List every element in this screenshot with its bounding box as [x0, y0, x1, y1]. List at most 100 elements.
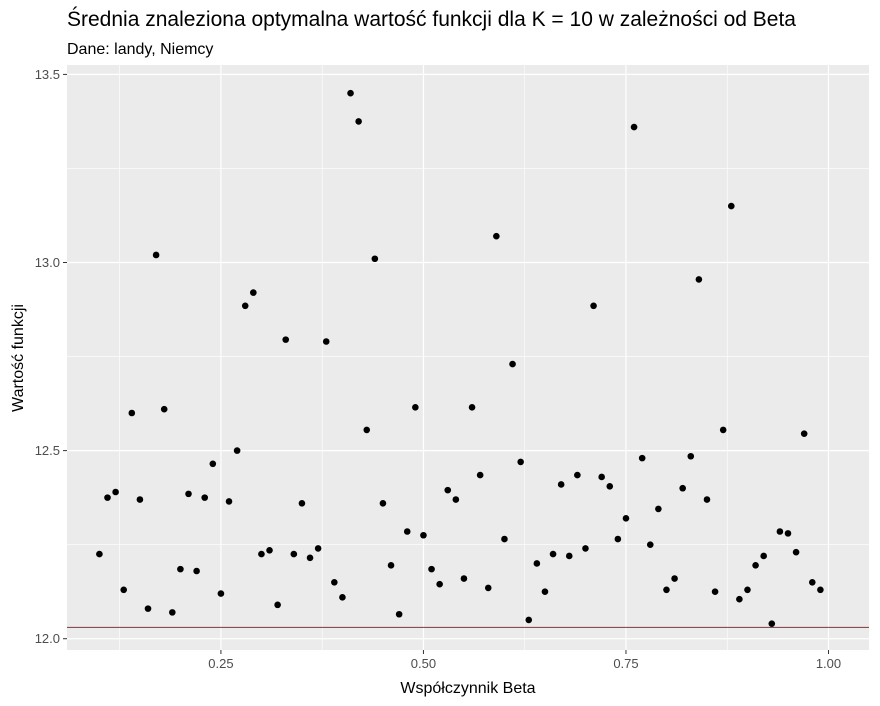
minor-gridlines	[67, 65, 869, 650]
data-point	[646, 541, 654, 548]
data-point	[476, 471, 484, 479]
data-point	[128, 409, 136, 417]
data-point	[169, 609, 176, 616]
data-point	[96, 550, 103, 558]
data-point	[314, 545, 322, 552]
data-point	[679, 484, 686, 492]
x-tick-label: 1.00	[816, 656, 841, 671]
data-point	[655, 505, 662, 513]
data-point	[719, 426, 727, 434]
data-point	[322, 338, 330, 345]
data-point	[120, 586, 128, 594]
y-axis-title: Wartość funkcji	[10, 304, 27, 412]
data-point	[331, 578, 338, 586]
data-point	[606, 483, 614, 490]
data-point	[744, 586, 751, 594]
data-point	[298, 499, 306, 507]
plot-panel	[67, 65, 869, 650]
data-point	[241, 302, 249, 310]
data-point	[630, 123, 638, 131]
x-axis-ticks: 0.25 0.50 0.75 1.00	[208, 650, 841, 671]
data-point	[493, 232, 500, 240]
x-tick-label: 0.25	[208, 656, 233, 671]
chart-title: Średnia znaleziona optymalna wartość fun…	[67, 7, 796, 31]
data-point	[525, 616, 533, 624]
data-point	[533, 560, 541, 567]
data-point	[379, 499, 387, 507]
data-point	[266, 547, 273, 554]
data-point	[517, 458, 524, 466]
data-point	[727, 202, 735, 210]
data-point	[403, 528, 411, 535]
data-point	[436, 580, 443, 588]
data-point	[371, 255, 379, 263]
chart-subtitle: Dane: landy, Niemcy	[67, 41, 213, 58]
data-point	[817, 586, 824, 594]
data-point	[541, 588, 549, 595]
data-point	[225, 498, 233, 505]
data-point	[144, 605, 152, 612]
data-point	[549, 550, 557, 558]
y-tick-label: 13.5	[35, 67, 60, 82]
data-point	[671, 575, 678, 582]
data-point	[306, 554, 314, 562]
data-point	[736, 595, 743, 603]
data-point	[468, 404, 476, 411]
data-point	[784, 530, 792, 537]
data-point	[339, 594, 346, 601]
x-tick-label: 0.50	[411, 656, 436, 671]
data-point	[460, 575, 468, 582]
data-point	[752, 562, 759, 569]
data-point	[687, 452, 695, 460]
data-point	[395, 610, 403, 618]
data-point	[290, 550, 298, 558]
x-tick-label: 0.75	[613, 656, 638, 671]
data-point	[193, 567, 200, 575]
x-axis-title: Współczynnik Beta	[400, 680, 535, 697]
data-point	[420, 531, 427, 539]
data-point	[387, 562, 395, 569]
data-point	[355, 118, 362, 125]
data-point	[274, 601, 281, 609]
data-point	[792, 548, 800, 556]
data-point	[582, 545, 589, 552]
data-point	[590, 302, 597, 310]
data-point	[768, 620, 776, 627]
data-point	[112, 488, 119, 496]
data-point	[209, 460, 217, 468]
data-point	[258, 550, 265, 558]
data-point	[428, 565, 435, 573]
data-point	[185, 490, 192, 498]
data-point	[217, 590, 225, 597]
data-point	[760, 552, 767, 560]
major-gridlines	[67, 65, 869, 650]
data-point	[201, 494, 209, 501]
data-point	[598, 473, 605, 481]
data-point	[663, 586, 670, 594]
data-point	[363, 426, 371, 434]
data-point	[104, 494, 111, 501]
data-point	[622, 515, 630, 522]
data-point	[412, 404, 419, 411]
data-point	[565, 552, 573, 560]
data-point	[638, 454, 646, 462]
data-point	[695, 276, 703, 283]
data-point	[250, 289, 257, 296]
data-point	[509, 360, 516, 368]
data-point	[452, 496, 460, 503]
data-point	[800, 430, 808, 437]
y-tick-label: 13.0	[35, 255, 60, 270]
data-point	[557, 481, 565, 488]
data-point	[177, 565, 184, 573]
data-point	[152, 251, 160, 259]
y-axis-ticks: 12.0 12.5 13.0 13.5	[35, 67, 67, 646]
data-point	[501, 535, 508, 543]
data-point	[136, 496, 144, 503]
data-points	[96, 89, 824, 627]
data-point	[808, 578, 816, 586]
data-point	[711, 588, 719, 595]
y-tick-label: 12.5	[35, 443, 60, 458]
y-tick-label: 12.0	[35, 631, 60, 646]
data-point	[233, 447, 241, 454]
